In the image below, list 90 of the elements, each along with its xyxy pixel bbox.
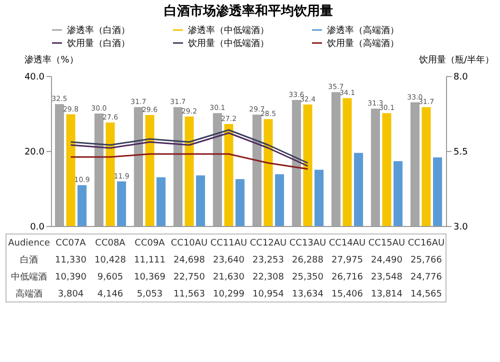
y2-axis-title: 饮用量（瓶/半年）: [418, 54, 494, 66]
text: 23,548: [371, 272, 403, 282]
text: 22,750: [174, 272, 206, 282]
y2-tick-label: 3.0: [454, 222, 468, 232]
bar: [382, 113, 392, 226]
text: 3,804: [58, 290, 84, 300]
text: 15,406: [332, 290, 364, 300]
y2-tick-label: 8.0: [454, 72, 468, 82]
bar: [314, 170, 324, 226]
text: 高端酒: [16, 288, 42, 300]
bar: [224, 124, 234, 226]
legend-label: 饮用量（中低端酒）: [187, 38, 269, 49]
text: 26,288: [292, 256, 324, 266]
y-tick-label: 0.0: [30, 222, 45, 232]
legend-label: 渗透率（中低端酒）: [188, 25, 269, 36]
bar: [236, 179, 245, 226]
bar: [156, 177, 166, 226]
x-tick-label: CC09A: [134, 238, 166, 248]
text: 9,605: [97, 272, 124, 282]
bar: [422, 107, 431, 226]
text: 24,776: [410, 272, 442, 282]
bar: [331, 92, 340, 226]
y-tick-label: 40.0: [24, 72, 45, 82]
bar: [106, 122, 115, 226]
text: 11,563: [174, 290, 205, 300]
text: 21,630: [213, 272, 245, 282]
text: 13,634: [292, 290, 324, 300]
text: 24,490: [371, 256, 403, 266]
text: 24,698: [174, 256, 206, 266]
y2-tick-label: 5.5: [454, 148, 468, 158]
x-tick-label: CC11AU: [210, 238, 248, 248]
x-tick-label: CC16AU: [408, 238, 445, 248]
text: 11,330: [55, 256, 87, 266]
bar: [433, 157, 442, 226]
chart-title: 白酒市场渗透率和平均饮用量: [164, 3, 333, 19]
bar: [173, 107, 182, 226]
x-tick-label: CC15AU: [368, 238, 406, 248]
bar: [117, 181, 126, 226]
text: 23,253: [252, 256, 284, 266]
text: 11,111: [134, 256, 166, 266]
bar: [370, 108, 380, 226]
y-axis-title: 渗透率（%）: [24, 54, 78, 66]
x-tick-label: CC13AU: [289, 238, 326, 248]
legend-label: 饮用量（白酒）: [66, 38, 130, 49]
legend-label: 渗透率（白酒）: [67, 25, 130, 36]
x-tick-label: CC12AU: [250, 238, 287, 248]
text: 4,146: [97, 290, 124, 300]
bar: [252, 114, 262, 226]
text: 白酒: [20, 254, 38, 266]
text: 10,428: [94, 256, 126, 266]
x-tick-label: CC10AU: [170, 238, 208, 248]
x-tick-label: CC14AU: [328, 238, 366, 248]
legend-label: 渗透率（高端酒）: [327, 25, 399, 36]
text: 25,350: [292, 272, 324, 282]
bar: [196, 175, 206, 226]
bar: [212, 113, 222, 226]
text: 22,308: [252, 272, 284, 282]
text: 13,814: [371, 290, 403, 300]
bar: [66, 114, 76, 226]
bar: [184, 116, 194, 226]
bar: [292, 100, 301, 226]
bar: [54, 104, 64, 226]
bar: [264, 119, 273, 226]
text: 5,053: [136, 290, 163, 300]
bar: [145, 115, 154, 226]
text: 25,766: [410, 256, 442, 266]
legend-label: 饮用量（高端酒）: [326, 38, 399, 49]
text: Audience: [8, 238, 50, 248]
bar: [303, 104, 312, 226]
text: 27,975: [332, 256, 363, 266]
text: 10,954: [252, 290, 284, 300]
line-series: [70, 153, 308, 170]
text: 中低端酒: [11, 272, 47, 282]
bar: [410, 102, 420, 226]
y-tick-label: 20.0: [24, 148, 45, 158]
text: 10,390: [55, 272, 87, 282]
bar: [134, 107, 143, 226]
bar: [354, 152, 364, 226]
x-tick-label: CC07A: [56, 238, 87, 248]
bar: [94, 114, 104, 226]
bar: [394, 161, 403, 226]
x-tick-label: CC08A: [95, 238, 126, 248]
text: 26,716: [332, 272, 364, 282]
bar: [275, 174, 284, 226]
text: 10,299: [213, 290, 245, 300]
bar: [78, 185, 87, 226]
text: 10,369: [134, 272, 166, 282]
text: 14,565: [410, 290, 442, 300]
text: 23,640: [213, 256, 245, 266]
bar: [342, 98, 352, 226]
